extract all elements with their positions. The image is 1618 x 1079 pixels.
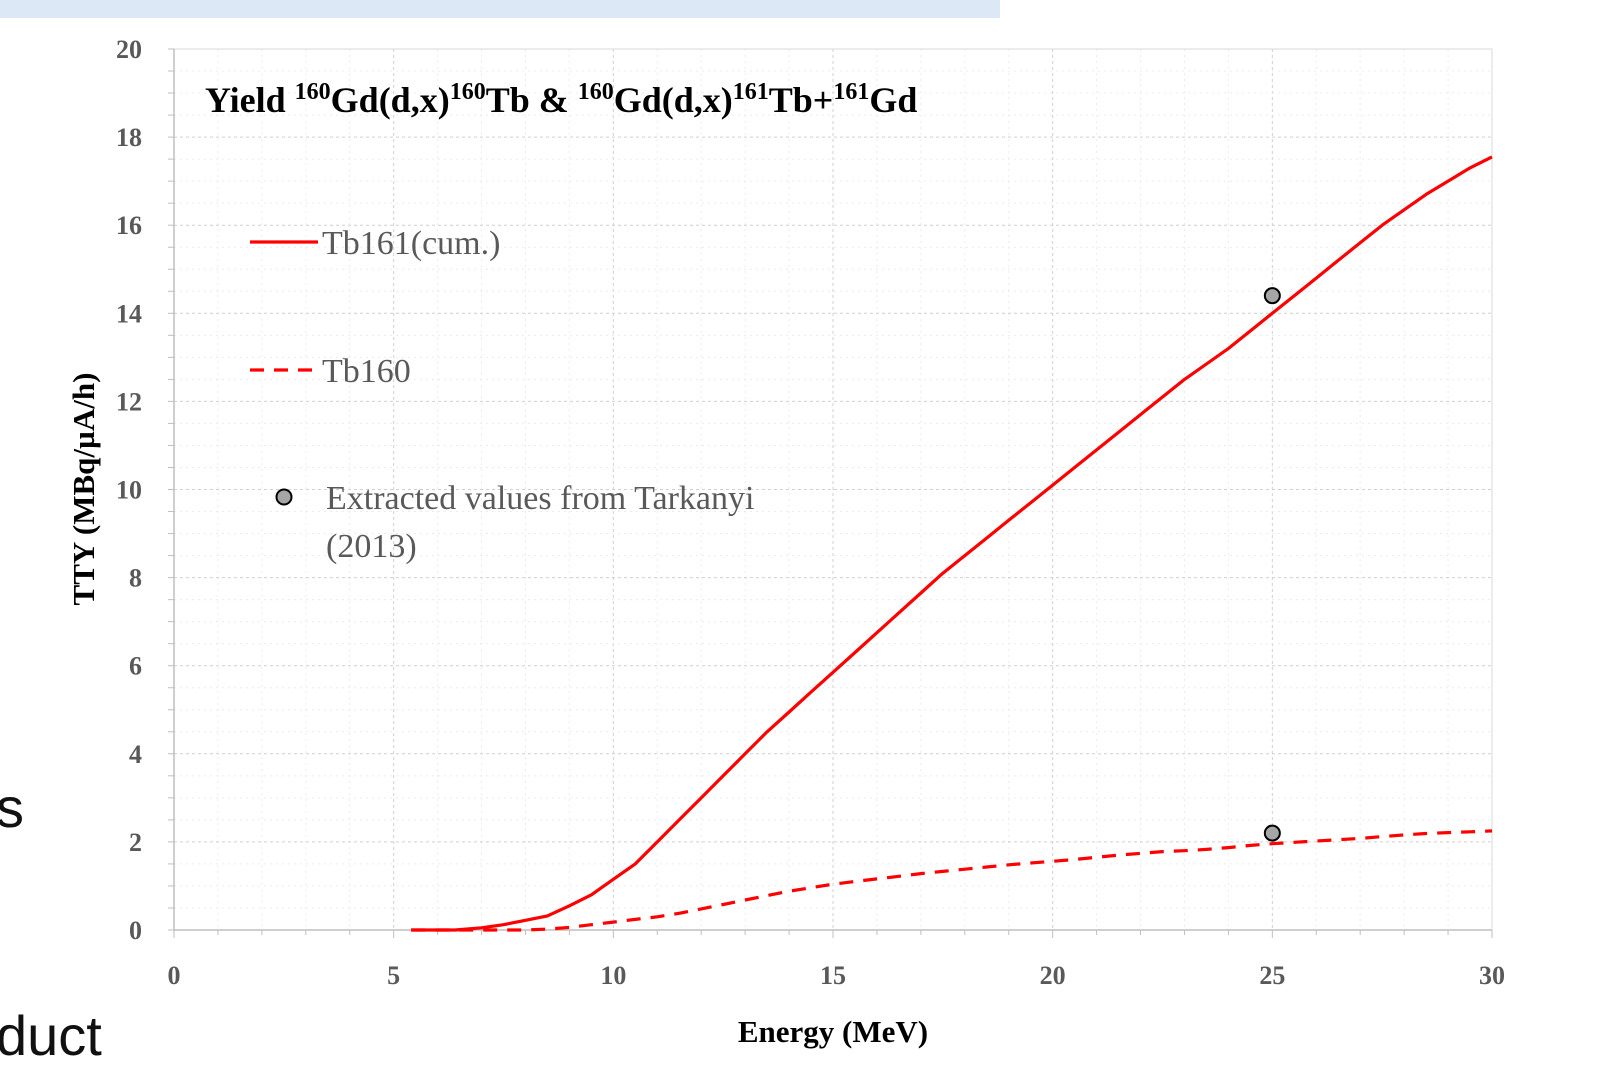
tb161-series-line [411, 155, 1493, 932]
legend-label: (2013) [326, 528, 417, 565]
title-superscript: 160 [450, 79, 486, 105]
data-point-marker [1263, 287, 1281, 305]
legend-label: Tb161(cum.) [322, 225, 500, 262]
title-text: Gd(d,x) [614, 80, 733, 120]
background-text-fragment: s [0, 776, 24, 839]
y-axis-title: TTY (MBq/µA/h) [66, 373, 101, 606]
chart-title: Yield 160Gd(d,x)160Tb & 160Gd(d,x)161Tb+… [205, 79, 917, 120]
x-tick-label: 25 [1259, 961, 1285, 990]
y-tick-label: 12 [116, 387, 142, 416]
axes [168, 48, 1493, 938]
title-text: Yield [205, 80, 295, 120]
title-text: Gd [869, 80, 917, 120]
title-text: Tb & [486, 80, 578, 120]
x-axis-title: Energy (MeV) [738, 1014, 928, 1049]
title-superscript: 160 [578, 79, 614, 105]
title-superscript: 161 [733, 79, 769, 105]
series [411, 155, 1493, 932]
legend-label: Tb160 [322, 353, 411, 390]
y-tick-label: 18 [116, 123, 142, 152]
y-tick-label: 8 [129, 564, 142, 593]
data-point-marker [1263, 824, 1281, 842]
legend-marker-icon [275, 488, 293, 506]
y-tick-label: 2 [129, 828, 142, 857]
y-tick-label: 20 [116, 35, 142, 64]
title-text: Tb+ [769, 80, 834, 120]
legend-label: Extracted values from Tarkanyi [326, 480, 754, 517]
x-tick-label: 30 [1479, 961, 1505, 990]
title-superscript: 161 [833, 79, 869, 105]
y-tick-label: 4 [129, 740, 142, 769]
y-tick-label: 16 [116, 211, 142, 240]
x-tick-label: 20 [1040, 961, 1066, 990]
x-tick-label: 5 [387, 961, 400, 990]
x-tick-label: 15 [820, 961, 846, 990]
top-banner-band [0, 0, 1000, 18]
x-tick-label: 0 [168, 961, 181, 990]
y-tick-label: 14 [116, 299, 142, 328]
title-superscript: 160 [295, 79, 331, 105]
background-text-fragment: duct [0, 1004, 102, 1067]
y-tick-label: 10 [116, 476, 142, 505]
y-tick-label: 0 [129, 916, 142, 945]
tick-labels: 0 5 10 15 20 25 30 0 2 4 6 8 10 12 14 16 18 20 [116, 35, 1505, 990]
legend: Tb161(cum.) Tb160 Extracted values from Ta… [250, 225, 754, 565]
title-text: Gd(d,x) [331, 80, 450, 120]
tb160-series-line [411, 829, 1493, 932]
y-tick-label: 6 [129, 652, 142, 681]
x-tick-label: 10 [600, 961, 626, 990]
